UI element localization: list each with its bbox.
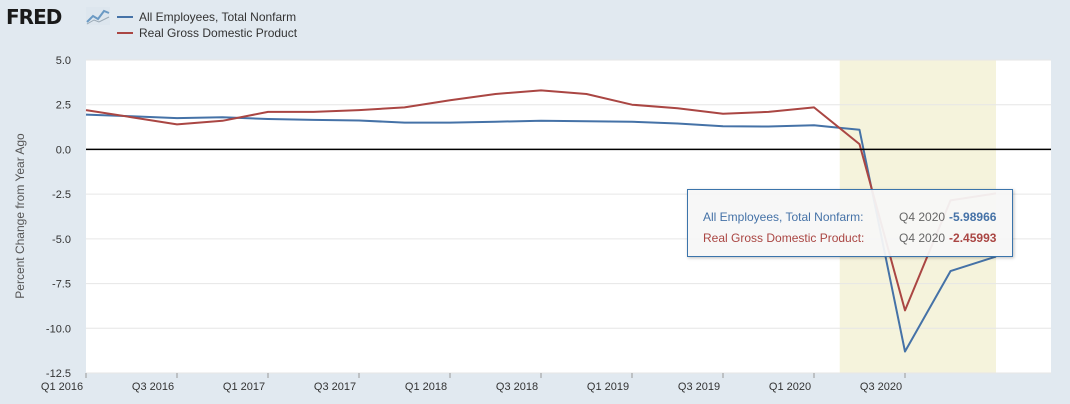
legend-item-employees[interactable]: All Employees, Total Nonfarm [117, 9, 297, 25]
x-tick-label: Q3 2020 [860, 381, 902, 393]
legend-label-gdp: Real Gross Domestic Product [139, 26, 298, 40]
x-tick-label: Q1 2018 [405, 381, 447, 393]
tooltip-row-employees: All Employees, Total Nonfarm: Q4 2020 -5… [703, 206, 1012, 227]
x-tick-label: Q1 2019 [587, 381, 629, 393]
data-tooltip: All Employees, Total Nonfarm: Q4 2020 -5… [687, 189, 1013, 257]
x-tick-label: Q3 2019 [678, 381, 720, 393]
tooltip-series-name: All Employees, Total Nonfarm: [703, 209, 864, 224]
y-tick-label: -12.5 [46, 368, 71, 380]
y-tick-label: -5.0 [52, 234, 71, 246]
x-tick-label: Q1 2017 [223, 381, 265, 393]
tooltip-series-name: Real Gross Domestic Product: [703, 230, 865, 245]
tooltip-value: -5.98966 [949, 209, 997, 224]
fred-logo[interactable]: FRED [6, 5, 62, 29]
series-line-gdp [85, 89, 997, 312]
chart-legend: All Employees, Total Nonfarm Real Gross … [117, 9, 297, 41]
tooltip-date: Q4 2020 [899, 209, 946, 224]
legend-item-gdp[interactable]: Real Gross Domestic Product [117, 25, 297, 41]
tooltip-date: Q4 2020 [899, 230, 946, 245]
y-tick-label: -7.5 [52, 279, 71, 291]
x-tick-label: Q3 2017 [314, 381, 356, 393]
y-axis-title: Percent Change from Year Ago [13, 133, 27, 299]
tooltip-row-gdp: Real Gross Domestic Product: Q4 2020 -2.… [703, 227, 1012, 248]
y-tick-label: 2.5 [56, 100, 71, 112]
y-tick-label: -10.0 [46, 323, 71, 335]
x-tick-label: Q1 2016 [41, 381, 83, 393]
y-tick-label: -2.5 [52, 189, 71, 201]
legend-swatch-employees [117, 16, 133, 18]
legend-swatch-gdp [117, 32, 133, 34]
x-tick-label: Q3 2018 [496, 381, 538, 393]
trend-line-icon [86, 7, 110, 25]
tooltip-value: -2.45993 [949, 230, 997, 245]
x-tick-label: Q1 2020 [769, 381, 811, 393]
x-tick-label: Q3 2016 [132, 381, 174, 393]
y-tick-label: 5.0 [56, 55, 71, 67]
y-tick-label: 0.0 [56, 144, 71, 156]
legend-label-employees: All Employees, Total Nonfarm [139, 10, 297, 24]
